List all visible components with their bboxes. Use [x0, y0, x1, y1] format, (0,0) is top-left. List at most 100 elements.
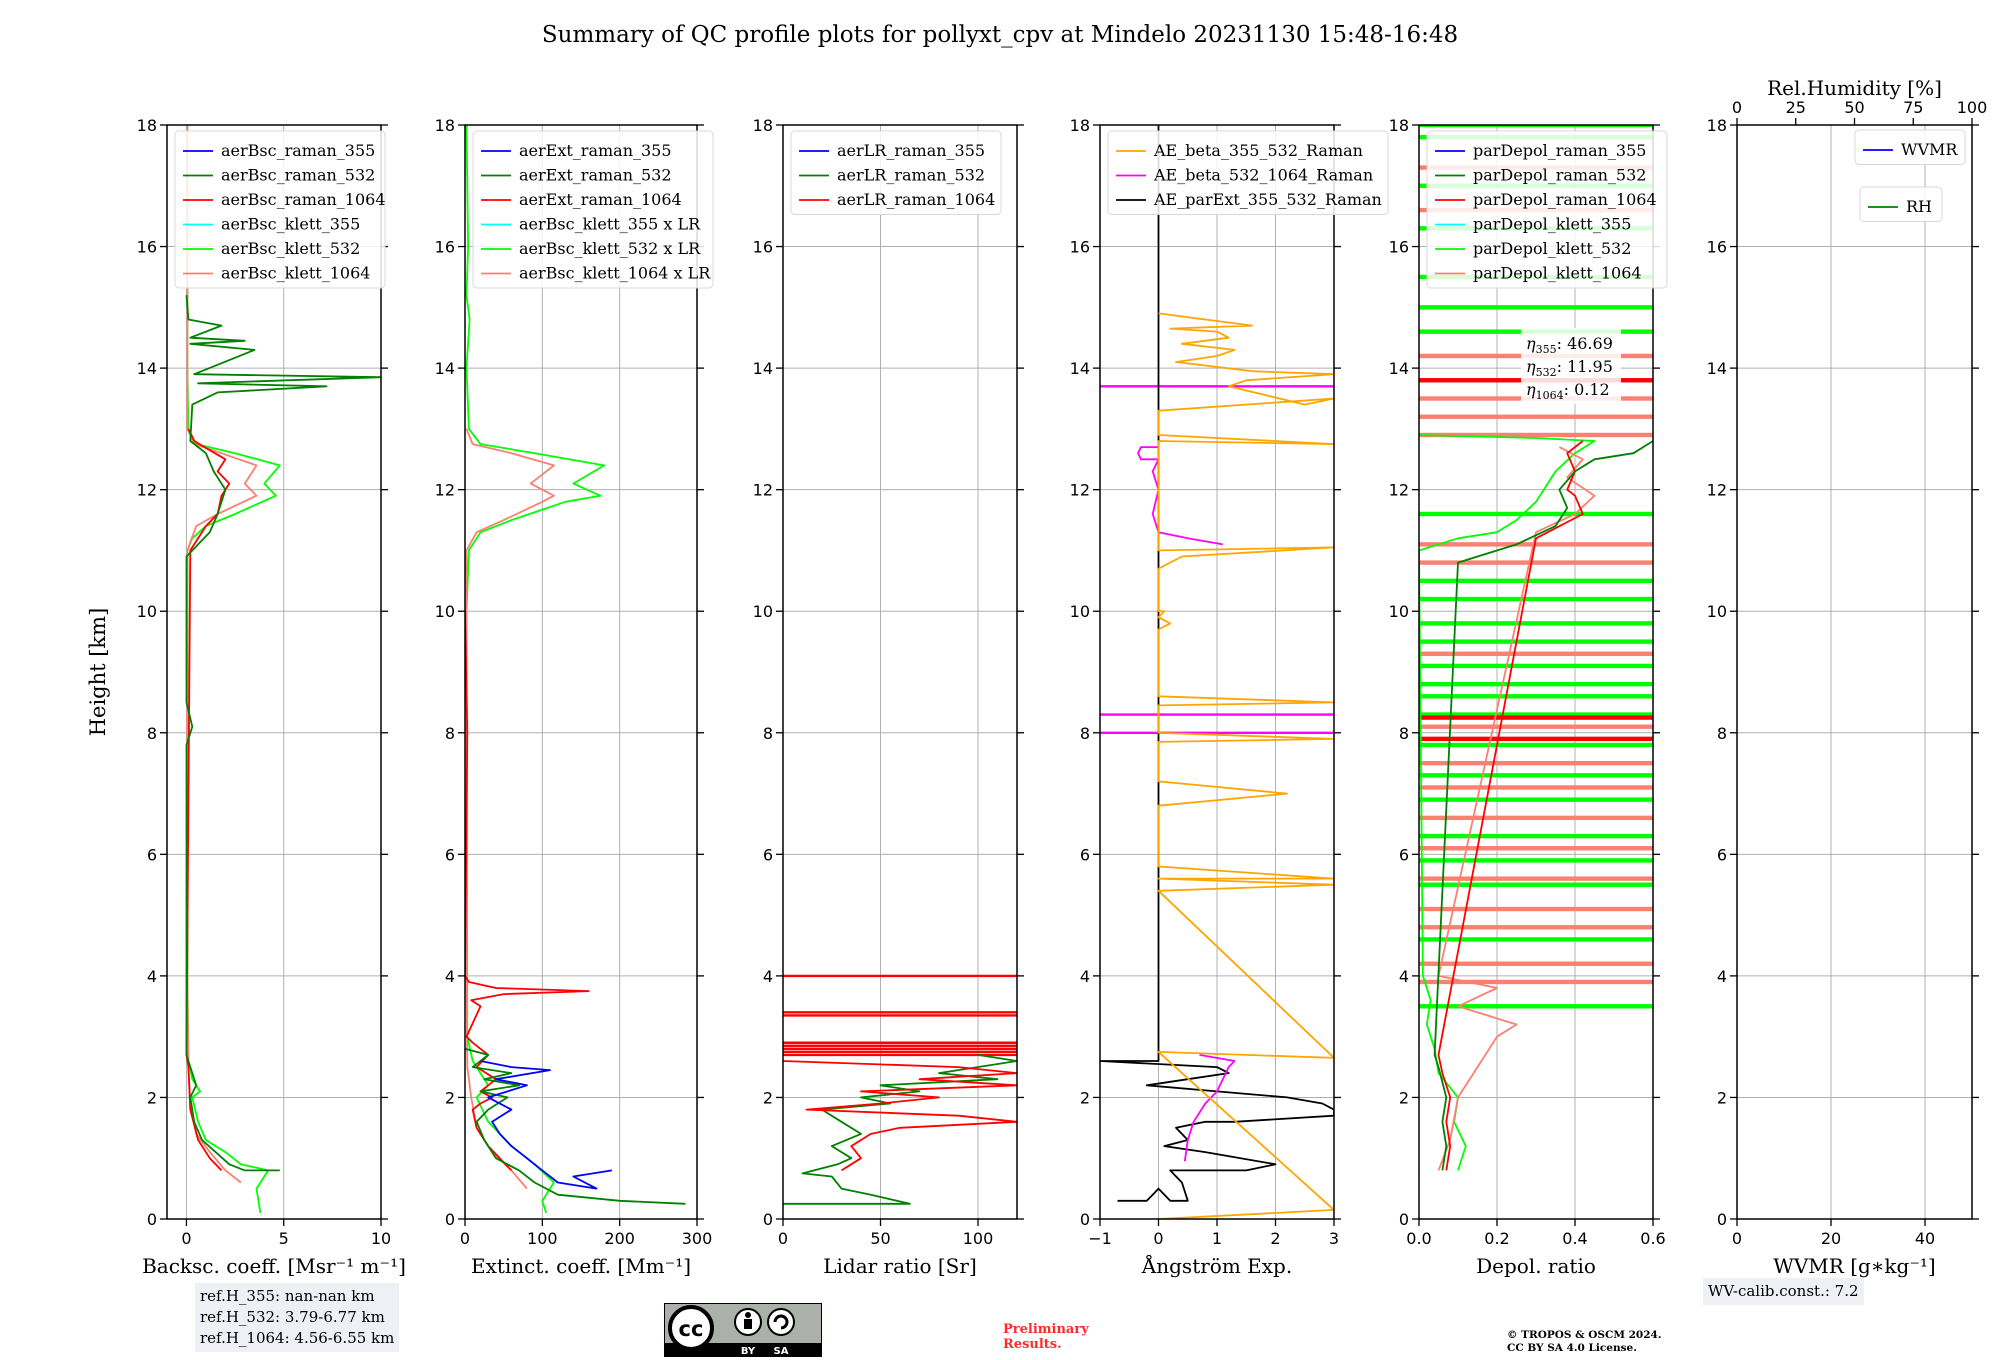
- band-mark: [1419, 925, 1653, 930]
- preliminary-line-2: Results.: [1003, 1337, 1062, 1352]
- legend-label: parDepol_raman_355: [1473, 141, 1646, 160]
- x-tick-label: 1: [1212, 1229, 1222, 1248]
- band-mark: [1419, 305, 1653, 310]
- cc-sa-label: SA: [774, 1346, 789, 1357]
- x-tick-label: 0.4: [1562, 1229, 1587, 1248]
- copyright-line-2: CC BY SA 4.0 License.: [1507, 1342, 1637, 1354]
- x-tick-label: 40: [1915, 1229, 1935, 1248]
- band-mark: [1419, 414, 1653, 419]
- plot-frame: [782, 124, 1018, 1220]
- band-mark: [1419, 432, 1653, 438]
- y-tick-label: 14: [137, 359, 157, 378]
- top-x-tick-label: 50: [1844, 98, 1864, 117]
- legend-box: [472, 130, 714, 289]
- y-tick-label: 8: [1717, 724, 1727, 743]
- ref-height-532: ref.H_532: 3.79-6.77 km: [200, 1308, 385, 1326]
- x-tick-label: 50: [870, 1229, 890, 1248]
- series-ae-beta-532-1064-raman-b: [1137, 446, 1223, 546]
- series-aerext-raman-1064: [465, 611, 590, 1172]
- panel-lr: 0 2 4 6 8 10 12 14 16 18 0 50 100 Lidar ratio [Sr] aer…: [753, 116, 1024, 1278]
- series-aerbsc-klett-1064-x-lr: [465, 428, 555, 1190]
- y-tick-label: 4: [1399, 967, 1409, 986]
- ref-height-1064: ref.H_1064: 4.56-6.55 km: [200, 1329, 395, 1347]
- y-tick-label: 14: [435, 359, 455, 378]
- top-x-tick-label: 75: [1903, 98, 1923, 117]
- legend-label: aerBsc_klett_355: [221, 215, 360, 234]
- series-aerbsc-klett-1064: [186, 125, 258, 1184]
- legend-label: AE_beta_532_1064_Raman: [1153, 166, 1373, 185]
- x-tick-label: 100: [527, 1229, 558, 1248]
- data-layer-ext: [465, 125, 686, 1214]
- y-tick-label: 18: [137, 116, 157, 135]
- series-pardepol-klett-532: [1419, 434, 1596, 1171]
- y-tick-label: 2: [147, 1088, 157, 1107]
- series-aerext-raman-355: [480, 1060, 613, 1190]
- series-aerlr-raman-532: [783, 1054, 1017, 1205]
- y-tick-label: 14: [1389, 359, 1409, 378]
- y-tick-label: 2: [1399, 1088, 1409, 1107]
- legend-box: [1426, 130, 1668, 289]
- x-tick-label: 2: [1270, 1229, 1280, 1248]
- x-axis-label: Lidar ratio [Sr]: [823, 1254, 977, 1278]
- legend-box: [1107, 130, 1389, 215]
- legend-box: [174, 130, 386, 289]
- series-aerbsc-raman-1064: [185, 428, 231, 1172]
- legend-label: aerLR_raman_1064: [837, 190, 995, 209]
- legend-label: aerBsc_klett_1064 x LR: [519, 264, 711, 283]
- x-tick-label: 0: [181, 1229, 191, 1248]
- legend-label: aerBsc_raman_1064: [221, 190, 386, 209]
- band-mark: [1419, 736, 1653, 742]
- y-tick-label: 18: [753, 116, 773, 135]
- x-tick-label: 0.2: [1484, 1229, 1509, 1248]
- legend-label: aerBsc_raman_355: [221, 141, 375, 160]
- legend-label: aerBsc_klett_1064: [221, 264, 370, 283]
- y-tick-label: 8: [763, 724, 773, 743]
- band-mark: [1419, 882, 1653, 887]
- cc-by-sa-license-icon: cc BY SA: [664, 1303, 822, 1357]
- y-tick-label: 18: [1389, 116, 1409, 135]
- x-tick-label: 300: [682, 1229, 713, 1248]
- band-mark: [1419, 846, 1653, 851]
- legend-label: parDepol_raman_1064: [1473, 190, 1657, 209]
- band-mark: [1419, 833, 1653, 839]
- data-layer-ae: [1100, 125, 1334, 1219]
- legend-lr: aerLR_raman_355 aerLR_raman_532 aerLR_rama…: [790, 130, 1002, 215]
- top-x-tick-label: 25: [1786, 98, 1806, 117]
- band-mark: [1419, 621, 1653, 626]
- legend-label: aerBsc_klett_532: [221, 239, 360, 258]
- band-mark: [1419, 815, 1653, 821]
- x-axis-label: Ångström Exp.: [1141, 1253, 1292, 1278]
- band-mark: [1419, 651, 1653, 656]
- band-mark: [1419, 663, 1653, 669]
- legend-depol: parDepol_raman_355 parDepol_raman_532 parD…: [1426, 130, 1668, 289]
- y-tick-label: 4: [147, 967, 157, 986]
- y-tick-label: 4: [1080, 967, 1090, 986]
- eta-value-532: η532: 11.95: [1526, 357, 1613, 379]
- y-tick-label: 16: [1389, 238, 1409, 257]
- legend-bsc: aerBsc_raman_355 aerBsc_raman_532 aerBsc_r…: [174, 130, 386, 289]
- legend-rh: RH: [1859, 186, 1943, 222]
- band-mark: [1419, 785, 1653, 790]
- panel-ext: 0 2 4 6 8 10 12 14 16 18 0 100 200 300 Extinct. coeff.…: [435, 116, 714, 1278]
- x-tick-label: 20: [1821, 1229, 1841, 1248]
- figure-title: Summary of QC profile plots for pollyxt_…: [541, 22, 1459, 48]
- legend-label: aerLR_raman_532: [837, 166, 985, 185]
- legend-label: WVMR: [1901, 140, 1958, 159]
- legend-label: aerLR_raman_355: [837, 141, 985, 160]
- plot-frame: [1418, 124, 1654, 1220]
- y-tick-label: 2: [1717, 1088, 1727, 1107]
- legend-wvmr: WVMR: [1854, 129, 1966, 165]
- plot-frame: [464, 124, 698, 1220]
- eta-box: [1521, 328, 1621, 404]
- y-tick-label: 12: [435, 481, 455, 500]
- y-tick-label: 10: [435, 602, 455, 621]
- y-tick-label: 10: [137, 602, 157, 621]
- y-tick-label: 16: [753, 238, 773, 257]
- x-axis-label: Backsc. coeff. [Msr⁻¹ m⁻¹]: [142, 1254, 406, 1278]
- band-mark: [1419, 760, 1653, 766]
- y-tick-label: 6: [1080, 845, 1090, 864]
- y-tick-label: 0: [445, 1210, 455, 1229]
- y-tick-label: 12: [1707, 481, 1727, 500]
